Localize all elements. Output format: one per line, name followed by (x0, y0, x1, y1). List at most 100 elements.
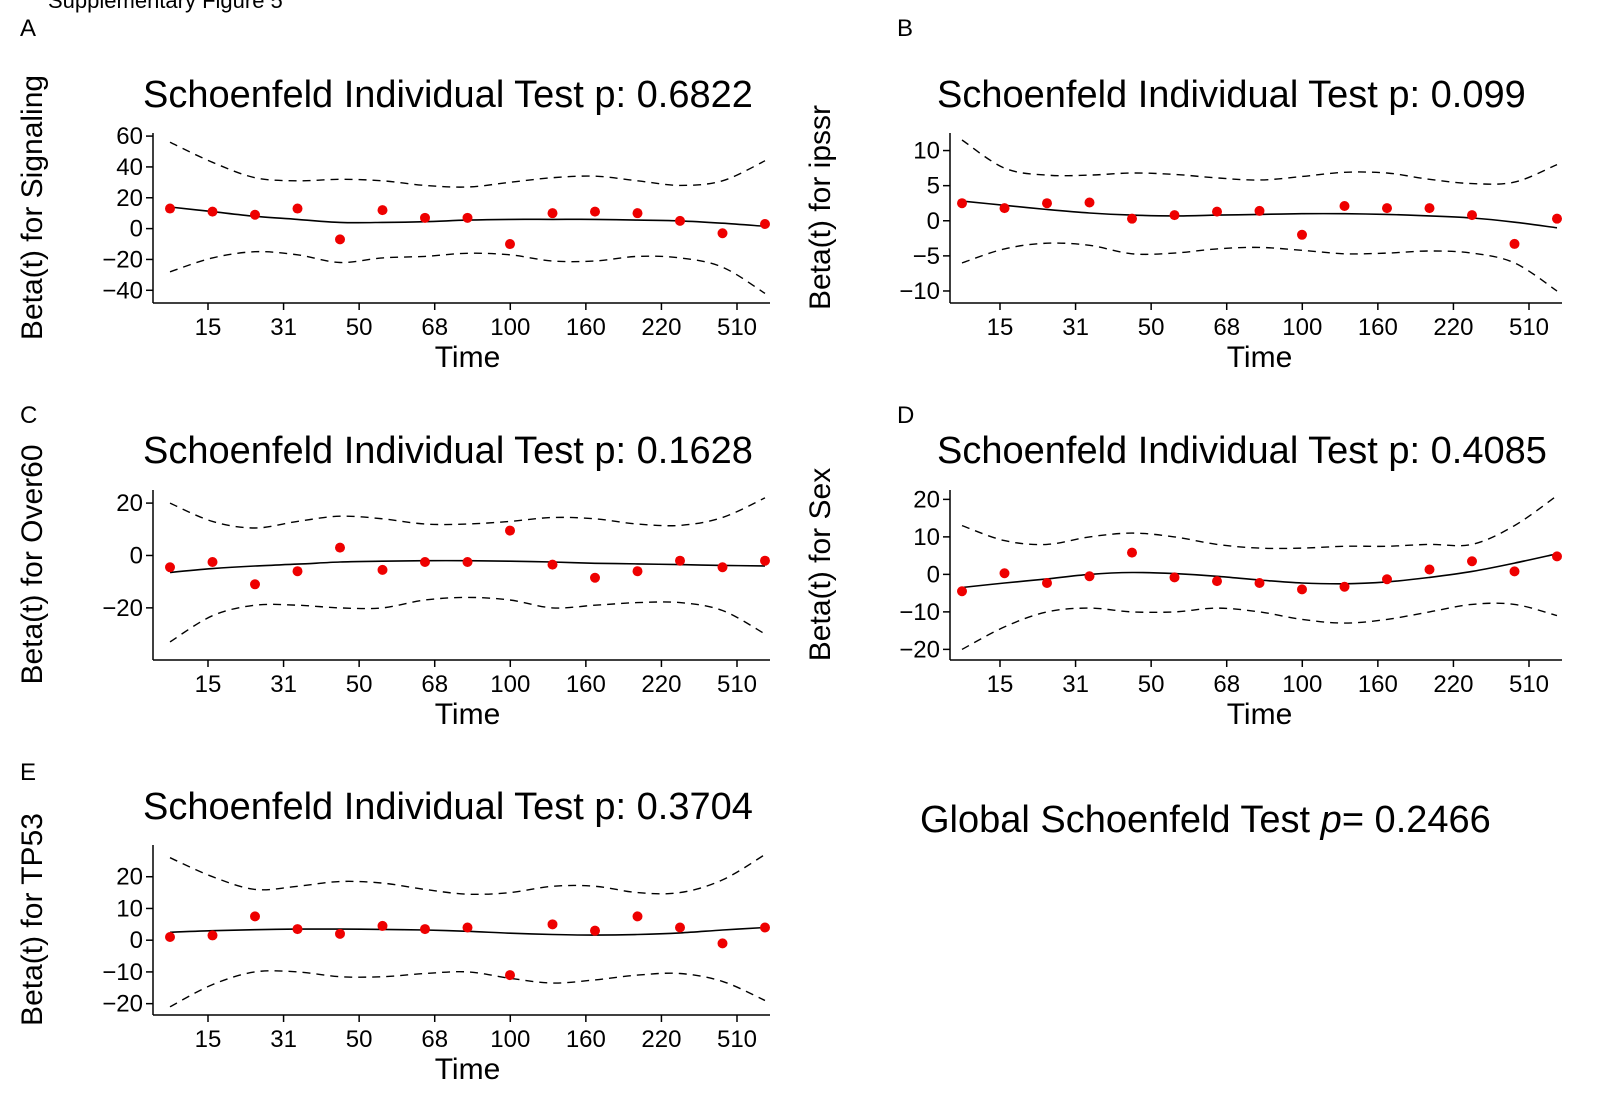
data-point (250, 209, 260, 220)
y-tick-label: 20 (116, 185, 143, 212)
data-point (590, 206, 600, 217)
chart-title: Schoenfeld Individual Test p: 0.4085 (937, 430, 1547, 472)
x-tick-label: 31 (1062, 671, 1089, 698)
y-tick-label: 60 (116, 123, 143, 150)
data-point (999, 203, 1010, 214)
x-tick-label: 100 (1282, 671, 1322, 698)
y-tick-label: 5 (927, 173, 940, 200)
data-point (1212, 206, 1222, 217)
data-point (250, 579, 260, 590)
data-point (1509, 238, 1520, 249)
x-tick-label: 68 (421, 671, 448, 698)
x-tick-label: 15 (195, 671, 222, 698)
figure-title: Supplementary Figure 5 (48, 0, 283, 13)
y-tick-label: −20 (102, 246, 143, 273)
data-point (760, 218, 770, 229)
data-point (292, 203, 303, 214)
panel-e: E Schoenfeld Individual Test p: 0.3704 −20… (16, 759, 770, 1086)
data-point (377, 205, 388, 216)
data-point (547, 919, 558, 930)
x-tick-label: 68 (1213, 314, 1240, 341)
x-tick-label: 31 (270, 314, 297, 341)
global-test-label: Global Schoenfeld Test p= 0.2466 (920, 799, 1491, 841)
data-point (335, 542, 345, 553)
upper-confidence-band (169, 141, 766, 188)
data-point (292, 566, 303, 577)
x-tick-label: 510 (717, 671, 757, 698)
x-axis-label: Time (435, 698, 501, 731)
data-point (1339, 581, 1350, 592)
y-tick-label: 20 (116, 864, 143, 891)
data-point (547, 208, 558, 219)
data-point (1169, 572, 1180, 583)
data-point (462, 212, 473, 223)
x-tick-label: 50 (346, 671, 373, 698)
data-point (632, 208, 643, 219)
global-test-p-symbol: p (1320, 799, 1342, 841)
x-tick-label: 100 (1282, 314, 1322, 341)
data-point (717, 228, 728, 239)
y-tick-label: 0 (130, 542, 143, 569)
data-point (1127, 213, 1137, 224)
data-point (760, 555, 770, 566)
x-tick-label: 160 (1358, 314, 1398, 341)
data-point (1297, 229, 1307, 240)
data-point (207, 206, 218, 217)
x-tick-label: 220 (641, 314, 681, 341)
y-tick-label: 20 (116, 490, 143, 517)
data-point (1382, 574, 1392, 585)
data-point (377, 920, 388, 931)
data-point (165, 562, 175, 573)
x-tick-label: 68 (1213, 671, 1240, 698)
y-tick-label: 0 (927, 561, 940, 588)
data-point (1552, 213, 1562, 224)
y-axis-label: Beta(t) for Signaling (16, 75, 49, 340)
data-point (999, 568, 1010, 579)
data-point (420, 924, 430, 935)
chart-title: Schoenfeld Individual Test p: 0.099 (937, 74, 1526, 116)
y-tick-label: 10 (116, 895, 143, 922)
data-point (462, 922, 473, 933)
x-tick-label: 15 (195, 1026, 222, 1053)
y-tick-label: 10 (913, 138, 940, 165)
data-point (957, 198, 967, 209)
data-point (1127, 547, 1137, 558)
data-point (207, 557, 218, 568)
lower-confidence-band (169, 970, 766, 1008)
panel-a: A Schoenfeld Individual Test p: 0.6822 −40… (16, 15, 770, 374)
x-axis-label: Time (1227, 698, 1293, 731)
x-tick-label: 31 (1062, 314, 1089, 341)
data-point (505, 239, 515, 250)
panel-letter: A (20, 15, 36, 42)
y-tick-label: 0 (130, 216, 143, 243)
data-point (717, 938, 728, 949)
x-tick-label: 220 (1433, 314, 1473, 341)
lower-confidence-band (169, 596, 766, 643)
y-tick-label: −20 (899, 636, 940, 663)
x-axis-label: Time (435, 341, 501, 374)
data-point (675, 922, 685, 933)
panels-container: A Schoenfeld Individual Test p: 0.6822 −40… (16, 15, 1562, 1086)
x-tick-label: 510 (717, 314, 757, 341)
x-tick-label: 160 (566, 671, 606, 698)
panel-letter: C (20, 402, 37, 429)
x-tick-label: 160 (566, 314, 606, 341)
data-point (1509, 566, 1520, 577)
upper-confidence-band (961, 495, 1558, 550)
data-point (675, 555, 685, 566)
x-tick-label: 15 (987, 671, 1014, 698)
data-point (675, 215, 685, 226)
y-tick-label: −10 (899, 278, 940, 305)
data-point (1254, 205, 1265, 216)
x-tick-label: 220 (1433, 671, 1473, 698)
data-point (420, 212, 430, 223)
x-tick-label: 50 (1138, 314, 1165, 341)
y-tick-label: −40 (102, 277, 143, 304)
data-point (590, 572, 600, 583)
panel-letter: B (897, 15, 913, 42)
y-tick-label: −10 (899, 599, 940, 626)
panel-b: B Schoenfeld Individual Test p: 0.099 −10 −… (804, 15, 1562, 374)
global-test-prefix: Global Schoenfeld Test (920, 799, 1321, 841)
x-tick-label: 50 (1138, 671, 1165, 698)
x-axis-label: Time (435, 1053, 501, 1086)
